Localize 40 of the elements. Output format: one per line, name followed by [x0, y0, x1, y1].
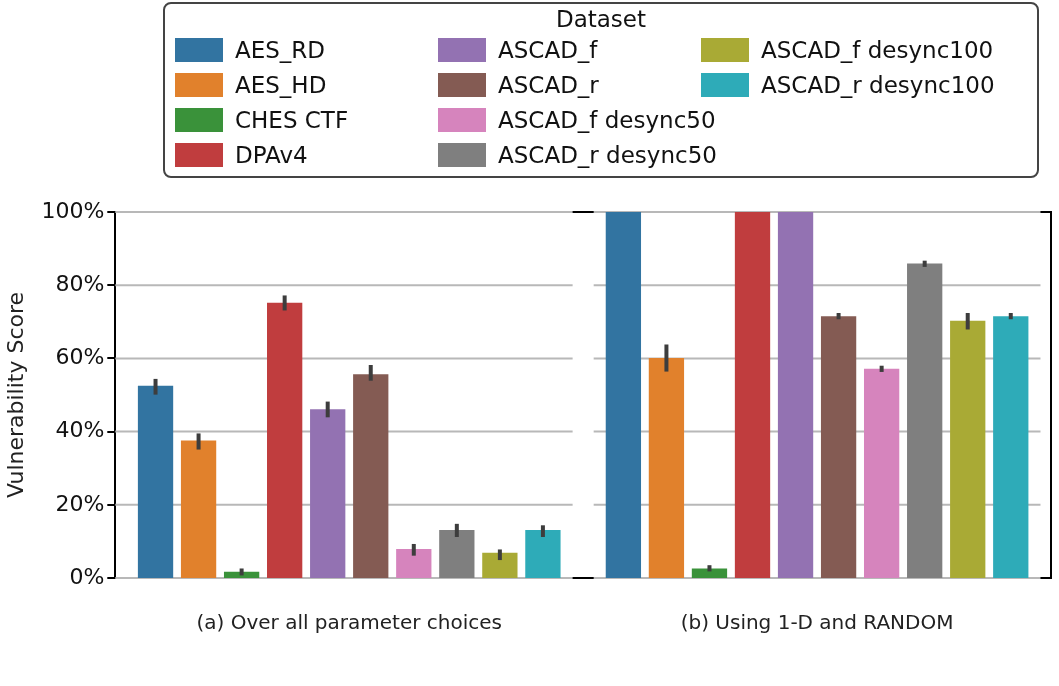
bar	[863, 368, 900, 578]
bar	[605, 212, 642, 578]
bar	[223, 571, 260, 578]
bar	[310, 409, 346, 578]
bar	[648, 358, 685, 578]
y-tick-label: 20%	[55, 490, 105, 516]
bar	[482, 552, 518, 578]
legend-label: ASCAD_f desync50	[498, 106, 716, 133]
bar	[439, 530, 475, 578]
y-tick-label: 40%	[55, 417, 105, 443]
bar	[820, 316, 857, 578]
x-tick-label: (a) Over all parameter choices	[196, 610, 502, 635]
bar	[907, 263, 943, 578]
legend-label: CHES CTF	[235, 106, 349, 133]
bar	[734, 212, 771, 578]
legend-label: ASCAD_r desync100	[761, 71, 995, 98]
legend-label: AES_HD	[235, 71, 327, 98]
bar	[180, 440, 217, 578]
y-tick-label: 100%	[41, 197, 105, 223]
y-axis-title: Vulnerability Score	[2, 291, 28, 499]
bar	[396, 549, 432, 578]
bar	[353, 374, 389, 578]
legend-label: AES_RD	[235, 36, 326, 63]
legend-label: ASCAD_r desync50	[498, 141, 717, 168]
legend-label: ASCAD_r	[498, 71, 599, 98]
bar	[691, 568, 728, 578]
legend-label: ASCAD_f	[498, 36, 598, 63]
bar	[950, 320, 986, 578]
y-tick-label: 0%	[69, 563, 105, 589]
bar	[137, 385, 174, 578]
legend-label: ASCAD_f desync100	[761, 36, 994, 63]
legend-label: DPAv4	[235, 141, 308, 168]
bar	[525, 530, 561, 578]
bar	[777, 212, 814, 578]
legend-title: Dataset	[554, 6, 648, 32]
y-tick-label: 80%	[55, 270, 105, 296]
y-tick-label: 60%	[55, 344, 105, 370]
bar	[267, 302, 303, 578]
bar	[993, 316, 1029, 578]
x-tick-label: (b) Using 1-D and RANDOM	[680, 610, 954, 635]
